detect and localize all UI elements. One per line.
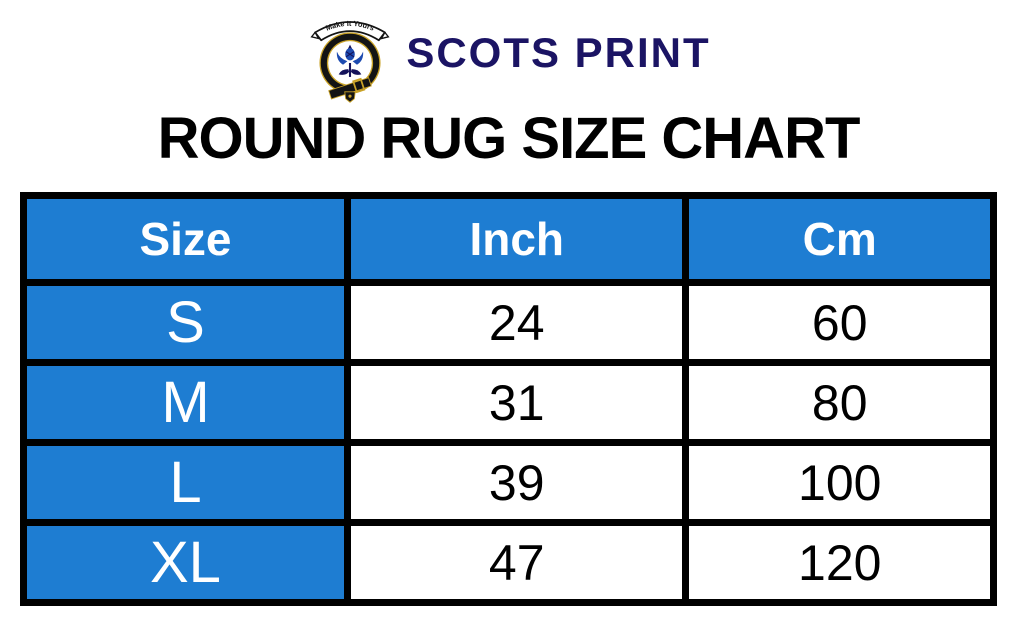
cm-value: 100 [682, 439, 997, 526]
thistle-icon [337, 44, 364, 77]
brand-header: Make It Yours SCOTS PRINT [0, 0, 1017, 104]
brand-tagline: Make It Yours [325, 19, 376, 33]
cm-value: 80 [682, 359, 997, 446]
column-header-inch: Inch [343, 192, 690, 286]
belt-buckle-icon [328, 77, 373, 103]
header-row: Size Inch Cm [20, 192, 997, 286]
table-row: L 39 100 [20, 439, 997, 526]
cm-value: 60 [682, 279, 997, 366]
size-value: S [20, 279, 351, 366]
size-chart-container: Size Inch Cm S 24 60 M 31 80 L 39 100 [0, 168, 1017, 606]
table-row: XL 47 120 [20, 519, 997, 606]
inch-value: 24 [343, 279, 690, 366]
inch-value: 39 [343, 439, 690, 526]
table-row: S 24 60 [20, 279, 997, 366]
size-value: L [20, 439, 351, 526]
table-row: M 31 80 [20, 359, 997, 446]
column-header-size: Size [20, 192, 351, 286]
clan-crest-thistle-badge-icon: Make It Yours [310, 19, 390, 103]
inch-value: 31 [343, 359, 690, 446]
page-title: ROUND RUG SIZE CHART [157, 106, 861, 171]
size-value: XL [20, 519, 351, 606]
column-header-cm: Cm [682, 192, 997, 286]
size-value: M [20, 359, 351, 446]
cm-value: 120 [682, 519, 997, 606]
inch-value: 47 [343, 519, 690, 606]
size-chart-table: Size Inch Cm S 24 60 M 31 80 L 39 100 [20, 192, 997, 606]
banner-ribbon [314, 21, 387, 42]
brand-name: SCOTS PRINT [406, 29, 711, 76]
